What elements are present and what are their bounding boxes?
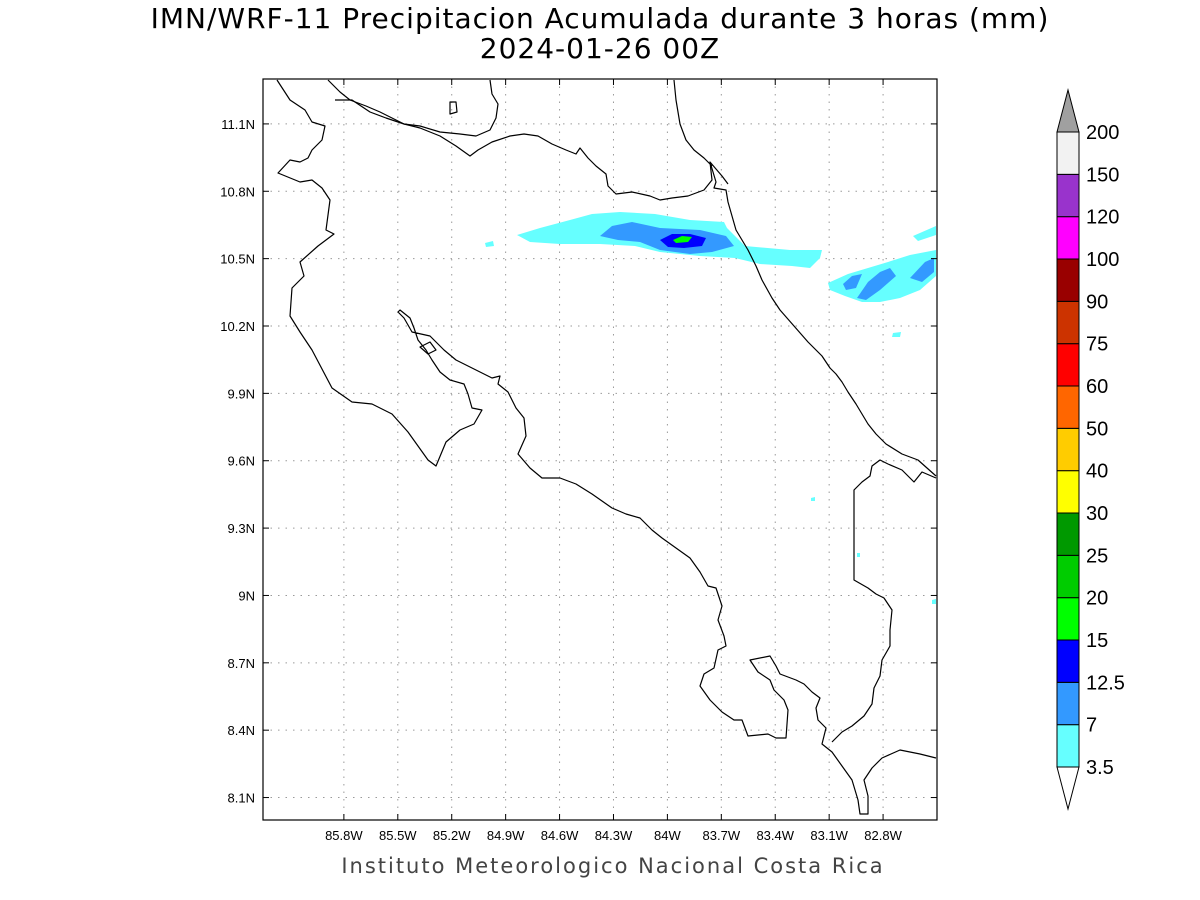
precip-light-speck bbox=[857, 553, 860, 557]
colorbar-label: 3.5 bbox=[1086, 757, 1114, 779]
lon-tick-label: 85.2W bbox=[433, 828, 471, 843]
precip-light-speck bbox=[892, 332, 901, 337]
colorbar-label: 7 bbox=[1086, 715, 1097, 737]
southern-peninsula-coast bbox=[831, 459, 937, 743]
colorbar-label: 75 bbox=[1086, 334, 1108, 356]
lon-tick-label: 84.9W bbox=[487, 828, 525, 843]
colorbar-label: 120 bbox=[1086, 207, 1119, 229]
colorbar: 3.5 7 12.5 15 20 25 30 40 50 60 75 90 100 120 150 200 bbox=[1056, 88, 1125, 811]
precip-medium-east bbox=[843, 274, 862, 290]
lat-tick-label: 10.5N bbox=[220, 252, 255, 267]
precip-medium-east3 bbox=[910, 258, 934, 282]
lon-tick-label: 84.3W bbox=[595, 828, 633, 843]
lat-tick-label: 8.4N bbox=[228, 723, 255, 738]
colorbar-label: 12.5 bbox=[1086, 672, 1125, 694]
lat-tick-label: 8.7N bbox=[228, 656, 255, 671]
precip-light-speck bbox=[485, 241, 494, 247]
precip-medium-east2 bbox=[857, 268, 896, 300]
lat-tick-label: 11.1N bbox=[221, 117, 255, 132]
colorbar-label: 30 bbox=[1086, 503, 1108, 525]
map-gridlines bbox=[263, 79, 937, 820]
caribbean-coast bbox=[709, 161, 937, 477]
colorbar-bin bbox=[1056, 681, 1080, 726]
lat-tick-label: 10.2N bbox=[220, 319, 255, 334]
colorbar-bin bbox=[1056, 470, 1080, 514]
colorbar-bin bbox=[1056, 554, 1080, 599]
lon-tick-label: 85.5W bbox=[379, 828, 417, 843]
colorbar-bin bbox=[1056, 258, 1080, 302]
map-frame bbox=[262, 78, 938, 821]
lon-tick-label: 83.4W bbox=[756, 828, 794, 843]
precip-light-speck bbox=[932, 599, 936, 604]
colorbar-bin bbox=[1056, 427, 1080, 472]
lat-tick-label: 10.8N bbox=[220, 184, 255, 199]
precipitation-field bbox=[485, 212, 936, 604]
colorbar-label: 20 bbox=[1086, 588, 1108, 610]
map-title: IMN/WRF-11 Precipitacion Acumulada duran… bbox=[150, 2, 1050, 35]
colorbar-label: 200 bbox=[1086, 122, 1119, 144]
lon-tick-label: 82.8W bbox=[864, 828, 902, 843]
colorbar-bin bbox=[1056, 343, 1080, 387]
lon-tick-label: 83.7W bbox=[703, 828, 741, 843]
coastlines-and-borders bbox=[276, 79, 937, 815]
footer-credit: Instituto Meteorologico Nacional Costa R… bbox=[341, 854, 885, 878]
caribbean-north-coast bbox=[673, 79, 713, 167]
colorbar-lower-arrow bbox=[1056, 766, 1080, 811]
colorbar-label: 15 bbox=[1086, 630, 1108, 652]
lon-tick-label: 84W bbox=[654, 828, 681, 843]
nicaragua-lake-shore bbox=[276, 79, 937, 815]
colorbar-bin bbox=[1056, 512, 1080, 556]
lon-tick-label: 85.8W bbox=[325, 828, 363, 843]
colorbar-label: 100 bbox=[1086, 249, 1119, 271]
colorbar-bin bbox=[1056, 724, 1080, 768]
precip-light-speck bbox=[811, 497, 815, 501]
lon-tick-label: 84.6W bbox=[541, 828, 579, 843]
lat-tick-label: 9.3N bbox=[228, 521, 255, 536]
colorbar-upper-arrow bbox=[1056, 88, 1080, 133]
precip-peak-core bbox=[673, 236, 692, 243]
map-subtitle-datetime: 2024-01-26 00Z bbox=[479, 32, 721, 65]
lake-nicaragua-southern-shore bbox=[335, 79, 499, 137]
map-axes: 85.8W 85.5W 85.2W 84.9W 84.6W 84.3W 84W 83.7W 83… bbox=[220, 79, 937, 843]
colorbar-label: 90 bbox=[1086, 291, 1108, 313]
northern-border bbox=[327, 79, 729, 201]
lat-tick-label: 9.6N bbox=[228, 454, 255, 469]
colorbar-bin bbox=[1056, 597, 1080, 641]
colorbar-bin bbox=[1056, 216, 1080, 260]
lon-tick-label: 83.1W bbox=[810, 828, 848, 843]
colorbar-label: 50 bbox=[1086, 418, 1108, 440]
precip-light-edge-east bbox=[913, 226, 936, 241]
nicaragua-island bbox=[449, 101, 458, 115]
colorbar-bin bbox=[1056, 300, 1080, 345]
colorbar-label: 60 bbox=[1086, 376, 1108, 398]
colorbar-bin bbox=[1056, 385, 1080, 429]
lat-tick-label: 8.1N bbox=[228, 791, 255, 806]
lat-tick-label: 9.9N bbox=[228, 386, 255, 401]
colorbar-bin bbox=[1056, 173, 1080, 218]
gulf-island bbox=[419, 341, 437, 355]
colorbar-bin bbox=[1056, 131, 1080, 175]
colorbar-bin bbox=[1056, 639, 1080, 683]
colorbar-label: 25 bbox=[1086, 545, 1108, 567]
colorbar-label: 40 bbox=[1086, 461, 1108, 483]
colorbar-label: 150 bbox=[1086, 164, 1119, 186]
lat-tick-label: 9N bbox=[238, 588, 255, 603]
